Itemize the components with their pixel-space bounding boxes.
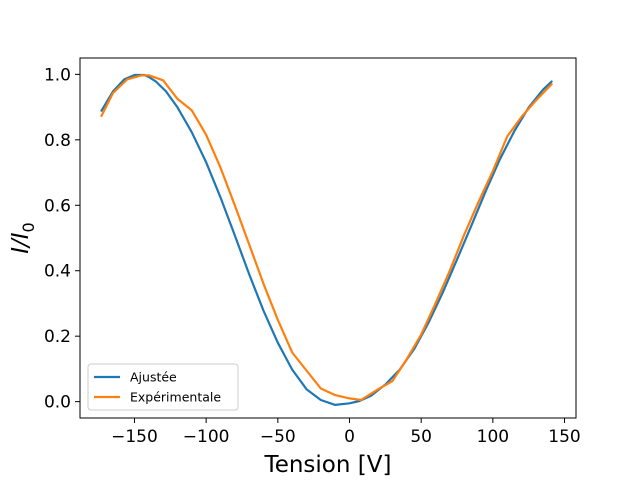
axes-frame — [79, 57, 577, 419]
y-tick-label: 1.0 — [44, 65, 71, 85]
y-tick-label: 0.4 — [44, 262, 71, 282]
x-tick-label: 0 — [344, 427, 355, 447]
legend: Ajustée Expérimentale — [87, 363, 239, 411]
series-layer — [100, 73, 553, 406]
x-tick-label: −100 — [183, 427, 230, 447]
y-tick-label: 0.2 — [44, 327, 71, 347]
y-tick-label: 0.8 — [44, 131, 71, 151]
series-line-0 — [100, 73, 553, 406]
x-tick-label: 50 — [410, 427, 432, 447]
series-line-1 — [100, 74, 553, 402]
axes-border — [79, 57, 577, 419]
x-tick-label: −50 — [260, 427, 296, 447]
x-tick-label: −150 — [111, 427, 158, 447]
x-axis-label: Tension [V] — [264, 452, 392, 478]
y-tick-label: 0.0 — [44, 393, 71, 413]
y-axis: 0.0 0.2 0.4 0.6 0.8 1.0 — [44, 65, 80, 413]
legend-box — [87, 363, 239, 411]
x-tick-label: 150 — [548, 427, 580, 447]
x-tick-label: 100 — [477, 427, 509, 447]
y-axis-label: I/I0 — [8, 222, 38, 254]
y-tick-label: 0.6 — [44, 196, 71, 216]
x-axis: −150 −100 −50 0 50 100 150 — [111, 418, 581, 447]
legend-label: Expérimentale — [130, 390, 221, 405]
legend-label: Ajustée — [130, 370, 177, 385]
plot-area — [80, 58, 576, 418]
